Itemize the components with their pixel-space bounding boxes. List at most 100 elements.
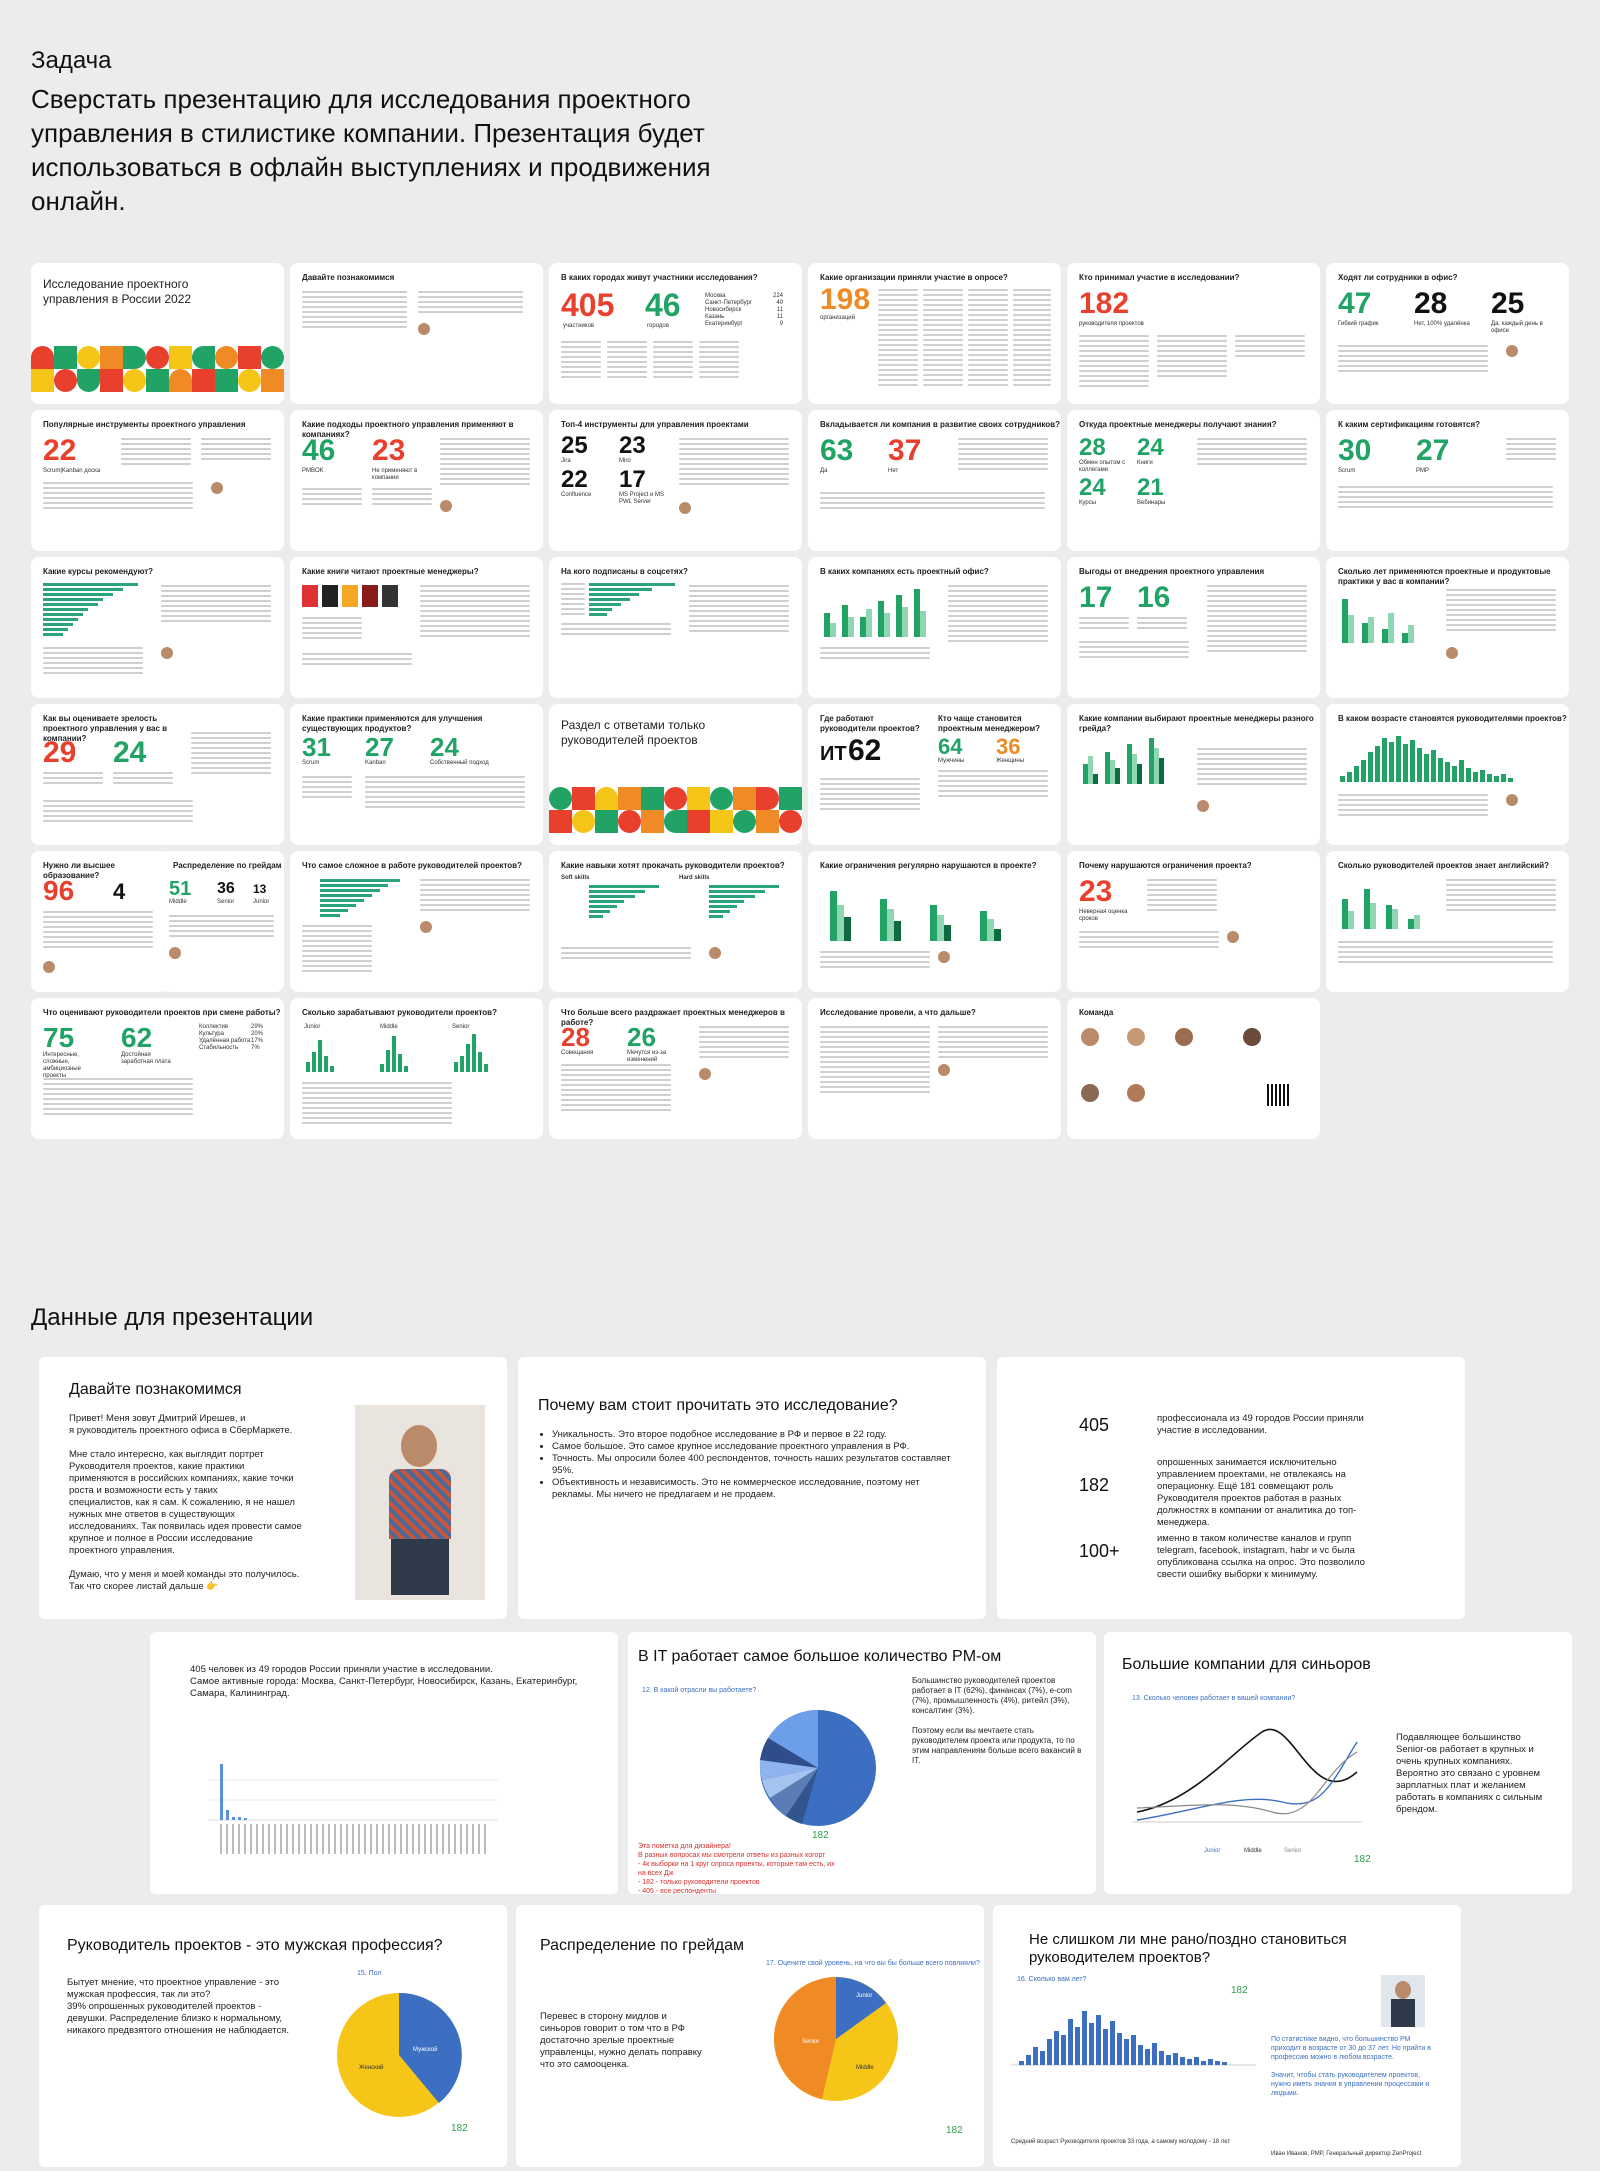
age-column-chart: [1340, 736, 1513, 782]
slide-annoy[interactable]: Что больше всего раздражает проектных ме…: [549, 998, 802, 1139]
slide-orgs[interactable]: Какие организации приняли участие в опро…: [808, 263, 1061, 404]
qr-code-icon: [1267, 1084, 1289, 1106]
slide-top-tools[interactable]: Топ-4 инструменты для управления проекта…: [549, 410, 802, 551]
slide-section[interactable]: Раздел с ответами только руководителей п…: [549, 704, 802, 845]
slide-product[interactable]: Какие практики применяются для улучшения…: [290, 704, 543, 845]
book-cover: [362, 585, 378, 607]
slide-age[interactable]: В каком возрасте становятся руководителя…: [1326, 704, 1569, 845]
slide-who-title: Кто принимал участие в исследовании?: [1079, 273, 1240, 282]
slide-salary[interactable]: Сколько зарабатывают руководители проект…: [290, 998, 543, 1139]
slide-team[interactable]: Команда: [1067, 998, 1320, 1139]
slide-pmo[interactable]: В каких компаниях есть проектный офис?: [808, 557, 1061, 698]
data-section-label: Данные для презентации: [31, 1304, 314, 1331]
slide-intro[interactable]: Давайте познакомимся: [290, 263, 543, 404]
grade-column-chart: [1083, 738, 1164, 784]
card-intro-title: Давайте познакомимся: [69, 1381, 242, 1398]
limits-column-chart: [830, 891, 1001, 941]
slide-approach[interactable]: Какие подходы проектного управления прим…: [290, 410, 543, 551]
slide-cert[interactable]: К каким сертификациям готовятся? 30 Scru…: [1326, 410, 1569, 551]
slide-cover[interactable]: Исследование проектного управления в Рос…: [31, 263, 284, 404]
years-column-chart: [1342, 599, 1414, 643]
slide-office-title: Ходят ли сотрудники в офис?: [1338, 273, 1458, 282]
slide-skills[interactable]: Какие навыки хотят прокачать руководител…: [549, 851, 802, 992]
svg-text:Junior: Junior: [856, 1993, 872, 1999]
slide-knowledge[interactable]: Откуда проектные менеджеры получают знан…: [1067, 410, 1320, 551]
cities-46: 46: [645, 287, 681, 323]
card-cities-data: 405 человек из 49 городов России приняли…: [150, 1632, 618, 1894]
slide-social[interactable]: На кого подписаны в соцсетях?: [549, 557, 802, 698]
cities-histogram: [208, 1764, 498, 1854]
salary-column-chart: [306, 1034, 488, 1072]
slide-done[interactable]: Исследование провели, а что дальше?: [808, 998, 1061, 1139]
team-avatar: [1127, 1084, 1145, 1102]
card-why-read: Почему вам стоит прочитать это исследова…: [518, 1357, 986, 1619]
who-182: 182: [1079, 287, 1130, 320]
slide-cities-title: В каких городах живут участники исследов…: [561, 273, 758, 282]
slide-orgs-title: Какие организации приняли участие в опро…: [820, 273, 1008, 282]
card-industry: В IT работает самое большое количество P…: [628, 1632, 1096, 1894]
slide-hard[interactable]: Что самое сложное в работе руководителей…: [290, 851, 543, 992]
svg-text:Женский: Женский: [359, 2064, 383, 2071]
book-cover: [322, 585, 338, 607]
cover-geometric-pattern: [31, 346, 284, 369]
card-why-read-title: Почему вам стоит прочитать это исследова…: [538, 1397, 898, 1414]
team-avatar: [1081, 1084, 1099, 1102]
card-age: Не слишком ли мне рано/поздно становитьс…: [993, 1905, 1461, 2167]
grades-pie-chart: Senior Middle Junior: [774, 1977, 898, 2101]
industry-pie-chart: [759, 1709, 876, 1826]
card-stats: 405 профессионала из 49 городов России п…: [997, 1357, 1465, 1619]
slide-pmo-benefits[interactable]: Выгоды от внедрения проектного управлени…: [1067, 557, 1320, 698]
orgs-198: 198: [820, 283, 871, 316]
cover-title: Исследование проектного управления в Рос…: [43, 277, 192, 306]
gender-pie-chart: Мужской Женский: [337, 1992, 462, 2117]
pmo-column-chart: [824, 589, 926, 637]
card-intro: Давайте познакомимся Привет! Меня зовут …: [39, 1357, 507, 1619]
svg-text:Senior: Senior: [802, 2039, 819, 2045]
slide-maturity[interactable]: Как вы оцениваете зрелость проектного уп…: [31, 704, 284, 845]
slide-books[interactable]: Какие книги читают проектные менеджеры?: [290, 557, 543, 698]
seniority-line-chart: [1132, 1728, 1362, 1823]
team-avatar: [1243, 1028, 1261, 1046]
age-histogram: [1011, 2011, 1256, 2066]
author-avatar: [418, 323, 430, 335]
expert-photo: [1381, 1975, 1425, 2027]
card-big-companies: Большие компании для синьоров 13. Скольк…: [1104, 1632, 1572, 1894]
team-avatar: [1081, 1028, 1099, 1046]
author-photo: [355, 1405, 485, 1600]
slide-where[interactable]: Где работают руководители проектов? ИТ 6…: [808, 704, 1061, 845]
slide-cities[interactable]: В каких городах живут участники исследов…: [549, 263, 802, 404]
slide-value[interactable]: Что оценивают руководители проектов при …: [31, 998, 284, 1139]
card-grades: Распределение по грейдам 17. Оцените сво…: [516, 1905, 984, 2167]
svg-text:Мужской: Мужской: [413, 2046, 438, 2053]
slide-grades[interactable]: Распределение по грейдам 51 Middle 36 Se…: [161, 851, 284, 992]
card-intro-text: Привет! Меня зовут Дмитрий Ирешев, и я р…: [69, 1413, 302, 1592]
slide-education[interactable]: Нужно ли высшее образование? 96 4: [31, 851, 169, 992]
slide-years[interactable]: Сколько лет применяются проектные и прод…: [1326, 557, 1569, 698]
slide-english[interactable]: Сколько руководителей проектов знает анг…: [1326, 851, 1569, 992]
slide-courses[interactable]: Какие курсы рекомендуют?: [31, 557, 284, 698]
slide-tools[interactable]: Популярные инструменты проектного управл…: [31, 410, 284, 551]
team-avatar: [1175, 1028, 1193, 1046]
courses-bar-chart: [43, 583, 143, 638]
hard-bar-chart: [320, 879, 400, 919]
cities-list: Москва Санкт-Петербург Новосибирск Казань Ек…: [705, 293, 753, 327]
cities-405: 405: [561, 287, 615, 323]
card-gender: Руководитель проектов - это мужская проф…: [39, 1905, 507, 2167]
slide-intro-title: Давайте познакомимся: [302, 273, 395, 282]
svg-text:Middle: Middle: [856, 2065, 874, 2071]
book-cover: [382, 585, 398, 607]
slide-limits[interactable]: Какие ограничения регулярно нарушаются в…: [808, 851, 1061, 992]
social-bar-chart: [589, 583, 679, 618]
task-description: Сверстать презентацию для исследования п…: [31, 84, 711, 216]
english-column-chart: [1342, 889, 1420, 929]
slide-limits-why[interactable]: Почему нарушаются ограничения проекта? 2…: [1067, 851, 1320, 992]
slide-who[interactable]: Кто принимал участие в исследовании? 182…: [1067, 263, 1320, 404]
slide-grade-companies[interactable]: Какие компании выбирают проектные менедж…: [1067, 704, 1320, 845]
team-avatar: [1127, 1028, 1145, 1046]
book-cover: [342, 585, 358, 607]
book-cover: [302, 585, 318, 607]
slide-office[interactable]: Ходят ли сотрудники в офис? 47 Гибкий гр…: [1326, 263, 1569, 404]
slide-invest[interactable]: Вкладывается ли компания в развитие свои…: [808, 410, 1061, 551]
task-label: Задача: [31, 47, 112, 74]
card-why-read-list: Уникальность. Это второе подобное исслед…: [538, 1429, 958, 1501]
